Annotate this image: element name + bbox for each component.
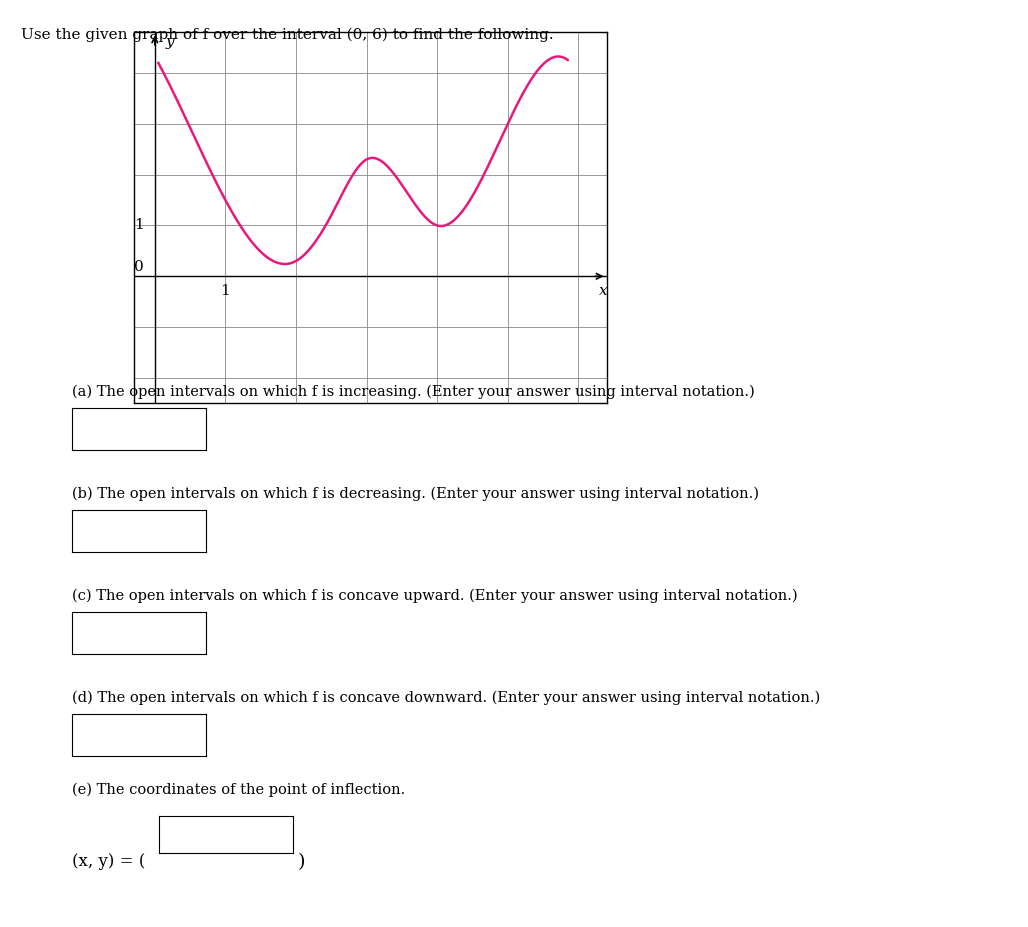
Text: (b) The open intervals on which f is decreasing. (Enter your answer using interv: (b) The open intervals on which f is dec…	[72, 486, 759, 501]
Text: (x, y) = (: (x, y) = (	[72, 853, 145, 870]
Text: ): )	[298, 853, 305, 870]
Text: (d) The open intervals on which f is concave downward. (Enter your answer using : (d) The open intervals on which f is con…	[72, 690, 820, 705]
Text: 0: 0	[135, 260, 144, 273]
Text: Use the given graph of f over the interval (0, 6) to find the following.: Use the given graph of f over the interv…	[21, 28, 553, 43]
Text: (e) The coordinates of the point of inflection.: (e) The coordinates of the point of infl…	[72, 782, 405, 797]
Text: 1: 1	[135, 219, 144, 233]
Text: y: y	[166, 35, 174, 49]
Text: (c) The open intervals on which f is concave upward. (Enter your answer using in: (c) The open intervals on which f is con…	[72, 588, 798, 603]
Text: 1: 1	[221, 284, 230, 298]
Text: (a) The open intervals on which f is increasing. (Enter your answer using interv: (a) The open intervals on which f is inc…	[72, 384, 755, 399]
Text: x: x	[598, 284, 608, 298]
